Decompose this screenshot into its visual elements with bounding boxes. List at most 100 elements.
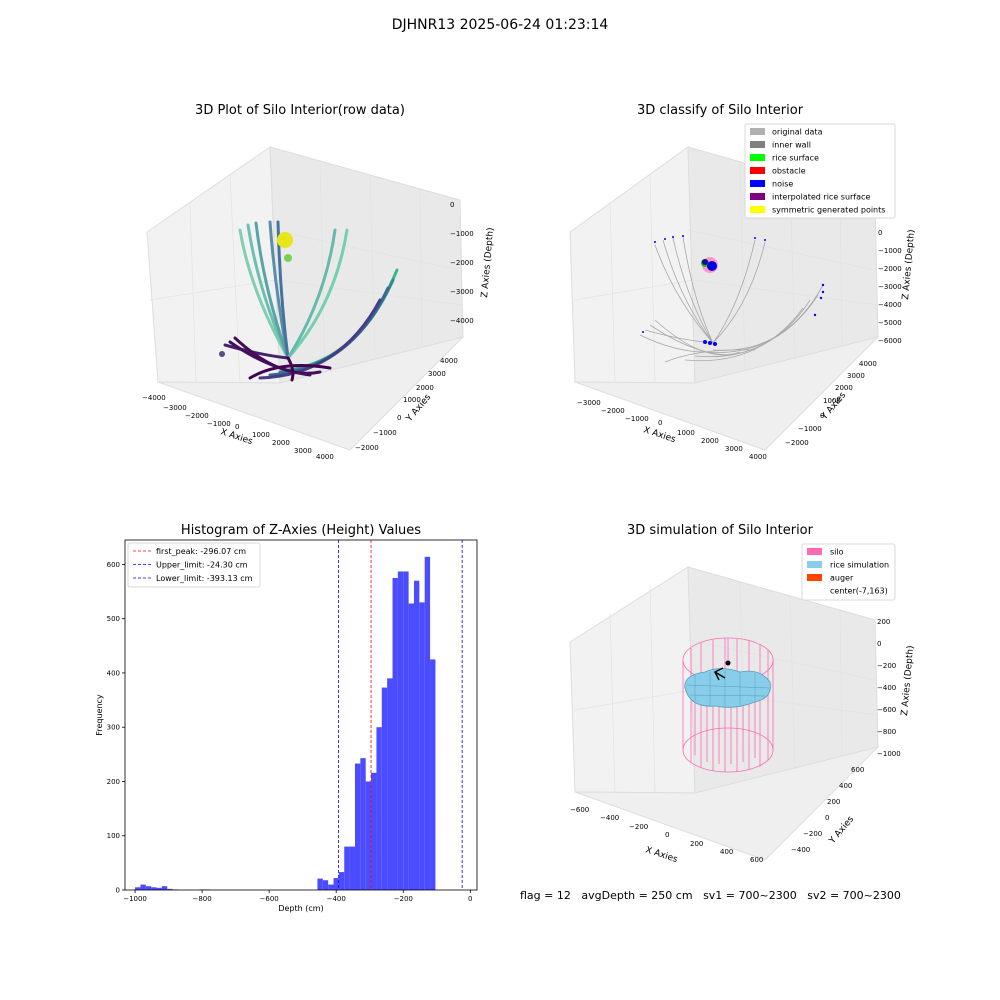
panel4-legend-swatch <box>807 574 822 581</box>
histogram-bar <box>349 846 355 890</box>
histogram-bar <box>430 659 436 890</box>
panel1-ytick: 4000 <box>440 357 458 365</box>
histogram-bar <box>413 580 420 890</box>
histogram-bar <box>392 577 398 890</box>
histogram-y-tick-label: 500 <box>107 615 120 623</box>
panel2-ztick: 0 <box>878 229 882 237</box>
histogram-ylabel: Frequency <box>95 694 104 736</box>
flag-readout: flag = 12 <box>520 889 571 902</box>
panel4-xtick: −600 <box>570 806 589 814</box>
panel1-xtick: −2000 <box>185 412 209 420</box>
histogram-bar <box>403 571 409 890</box>
histogram-legend: first_peak: -296.07 cm Upper_limit: -24.3… <box>127 542 261 588</box>
panel2-ytick: 4000 <box>859 360 877 368</box>
histogram-bar <box>360 758 366 890</box>
histogram-legend-label: Upper_limit: -24.30 cm <box>156 561 248 570</box>
histogram-bars <box>135 556 436 890</box>
panel1-xtick: −1000 <box>207 420 231 428</box>
auger-marker <box>713 667 726 681</box>
panel1-curves <box>223 220 399 382</box>
panel4-title: 3D simulation of Silo Interior <box>627 523 813 538</box>
panel2-legend-swatch <box>750 141 765 148</box>
panel4-ztick: −200 <box>877 662 896 670</box>
panel4-ytick: 400 <box>839 782 852 790</box>
panel2-ytick: 3000 <box>847 372 865 380</box>
histogram-bar <box>333 878 339 890</box>
panel1-ztick: −4000 <box>450 317 474 325</box>
panel4-ylabel: Y Axies <box>827 814 856 846</box>
panel2-legend-label: original data <box>772 128 823 137</box>
panel1-ytick: 2000 <box>416 384 434 392</box>
panel4-legend: silo rice simulation auger center(-7,163) <box>801 543 896 601</box>
status-footer: flag = 12 avgDepth = 250 cm sv1 = 700~23… <box>520 889 908 902</box>
histogram-xlabel: Depth (cm) <box>278 904 323 913</box>
panel2-ytick: 1000 <box>823 397 841 405</box>
center-marker <box>725 660 731 666</box>
histogram-y-tick-label: 400 <box>107 669 120 677</box>
histogram-bar <box>317 878 323 890</box>
panel2-legend-label: noise <box>772 180 793 189</box>
panel2-title: 3D classify of Silo Interior <box>636 103 804 118</box>
panel4-ztick: −400 <box>877 684 896 692</box>
panel2-ztick: −1000 <box>878 247 902 255</box>
panel4-legend-swatch <box>807 561 822 568</box>
panel1-box <box>146 146 465 451</box>
panel2-noise-cluster <box>707 261 717 271</box>
panel1-ztick: −3000 <box>450 288 474 296</box>
panel2-legend-swatch <box>750 206 765 213</box>
panel4-legend-swatch <box>807 548 822 555</box>
histogram-legend-label: first_peak: -296.07 cm <box>156 547 246 556</box>
histogram-bar <box>140 884 146 890</box>
panel2-legend: original data inner wall rice surface obsta… <box>744 123 896 219</box>
histogram-x-tick-label: −600 <box>260 895 279 903</box>
panel2-xtick: −2000 <box>601 407 625 415</box>
histogram-legend-label: Lower_limit: -393.13 cm <box>156 574 253 583</box>
panel1-ztick: −1000 <box>450 230 474 238</box>
panel2-legend-swatch <box>750 193 765 200</box>
histogram-bar <box>354 763 361 890</box>
panel4-legend-label: center(-7,163) <box>830 587 888 596</box>
histogram-y-tick-label: 0 <box>116 887 120 895</box>
panel2-noise <box>642 235 825 346</box>
panel2-ztick: −6000 <box>878 337 902 345</box>
panel4-xtick: 200 <box>690 840 703 848</box>
rice-simulation-mesh <box>686 670 771 707</box>
panel1-xtick: 3000 <box>294 447 312 455</box>
panel2-xtick: 2000 <box>701 437 719 445</box>
panel1-ytick: 1000 <box>403 396 421 404</box>
panel4-ytick: −200 <box>803 830 822 838</box>
panel4-zlabel: Z Axies (Depth) <box>900 645 915 716</box>
panel2-legend-swatch <box>750 128 765 135</box>
panel2-legend-swatch <box>750 154 765 161</box>
panel2-legend-label: obstacle <box>772 167 806 176</box>
panel4-ytick: 0 <box>825 814 829 822</box>
panel4-ztick: 200 <box>877 618 890 626</box>
histogram-title: Histogram of Z-Axies (Height) Values <box>180 523 422 538</box>
sv2-readout: sv2 = 700~2300 <box>807 889 901 902</box>
histogram-bar <box>338 872 345 890</box>
panel4-xtick: 400 <box>720 848 733 856</box>
histogram-y-tick-label: 600 <box>107 561 120 569</box>
panel4-ztick: −600 <box>877 706 896 714</box>
histogram-y-tick-label: 100 <box>107 832 120 840</box>
panel1-xtick: −4000 <box>142 394 166 402</box>
histogram-y-tick-label: 200 <box>107 778 120 786</box>
panel4-xlabel: X Axies <box>644 845 679 865</box>
panel2-legend-label: rice surface <box>772 154 819 163</box>
panel4-box <box>569 566 880 861</box>
panel4-xtick: 600 <box>750 856 763 864</box>
panel2-interpolated-rice-surface <box>702 259 708 265</box>
panel2-3d-plot: 1000 0 −1000 −2000 −3000 −4000 −5000 −60… <box>569 123 915 460</box>
panel2-ztick: −3000 <box>878 283 902 291</box>
panel1-xtick: 4000 <box>316 453 334 460</box>
panel4-legend-label: auger <box>830 574 854 583</box>
panel1-xtick: 1000 <box>252 431 270 439</box>
panel2-xtick: 3000 <box>725 445 743 453</box>
histogram-bar <box>145 886 152 890</box>
histogram-bar <box>381 687 388 890</box>
panel2-xtick: −3000 <box>577 399 601 407</box>
histogram-bar <box>419 602 425 890</box>
rice-simulation-surface <box>684 668 771 708</box>
histogram-x-tick-label: −800 <box>192 895 211 903</box>
histogram-bar <box>408 603 414 890</box>
